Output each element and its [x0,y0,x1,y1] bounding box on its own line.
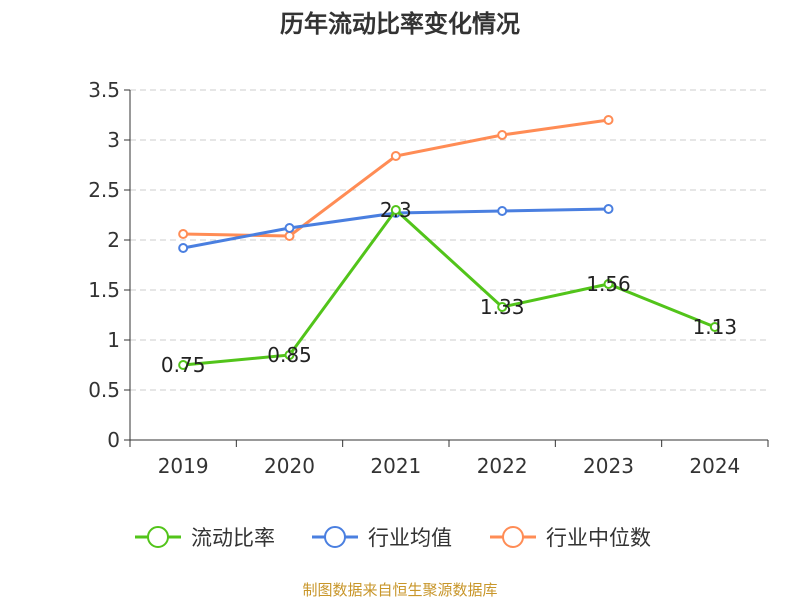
data-point [497,302,508,312]
data-point [709,322,720,332]
data-label: 1.33 [480,295,525,319]
data-point [390,151,401,161]
y-tick-label: 3.5 [88,78,120,102]
data-point [603,279,614,289]
y-tick-label: 0.5 [88,378,120,402]
footer-source: 制图数据来自恒生聚源数据库 [302,581,497,599]
y-tick-label: 2.5 [88,178,120,202]
x-tick-label: 2019 [158,454,209,478]
data-point [603,115,614,125]
x-tick-label: 2024 [689,454,740,478]
y-tick-label: 2 [107,228,120,252]
legend-label: 行业中位数 [546,526,651,550]
legend-marker [324,526,346,548]
data-point [390,205,401,215]
y-tick-label: 1 [107,328,120,352]
data-point [178,229,189,239]
data-point [497,206,508,216]
data-point [284,223,295,233]
legend-marker [502,526,524,548]
data-label: 0.75 [161,353,206,377]
legend-label: 流动比率 [191,526,275,550]
data-point [178,243,189,253]
chart-title: 历年流动比率变化情况 [280,10,520,38]
data-point [497,130,508,140]
x-tick-label: 2022 [477,454,528,478]
data-point [284,231,295,241]
legend-marker [147,526,169,548]
data-label: 1.13 [693,315,738,339]
data-point [603,204,614,214]
data-point [284,350,295,360]
data-label: 1.56 [586,272,631,296]
series-line [183,207,716,367]
x-tick-label: 2023 [583,454,634,478]
legend-label: 行业均值 [368,526,452,550]
y-tick-label: 1.5 [88,278,120,302]
x-tick-label: 2021 [370,454,421,478]
y-tick-label: 0 [107,428,120,452]
data-label: 2.3 [380,198,412,222]
data-point [178,360,189,370]
data-label: 0.85 [267,343,312,367]
y-tick-label: 3 [107,128,120,152]
x-tick-label: 2020 [264,454,315,478]
